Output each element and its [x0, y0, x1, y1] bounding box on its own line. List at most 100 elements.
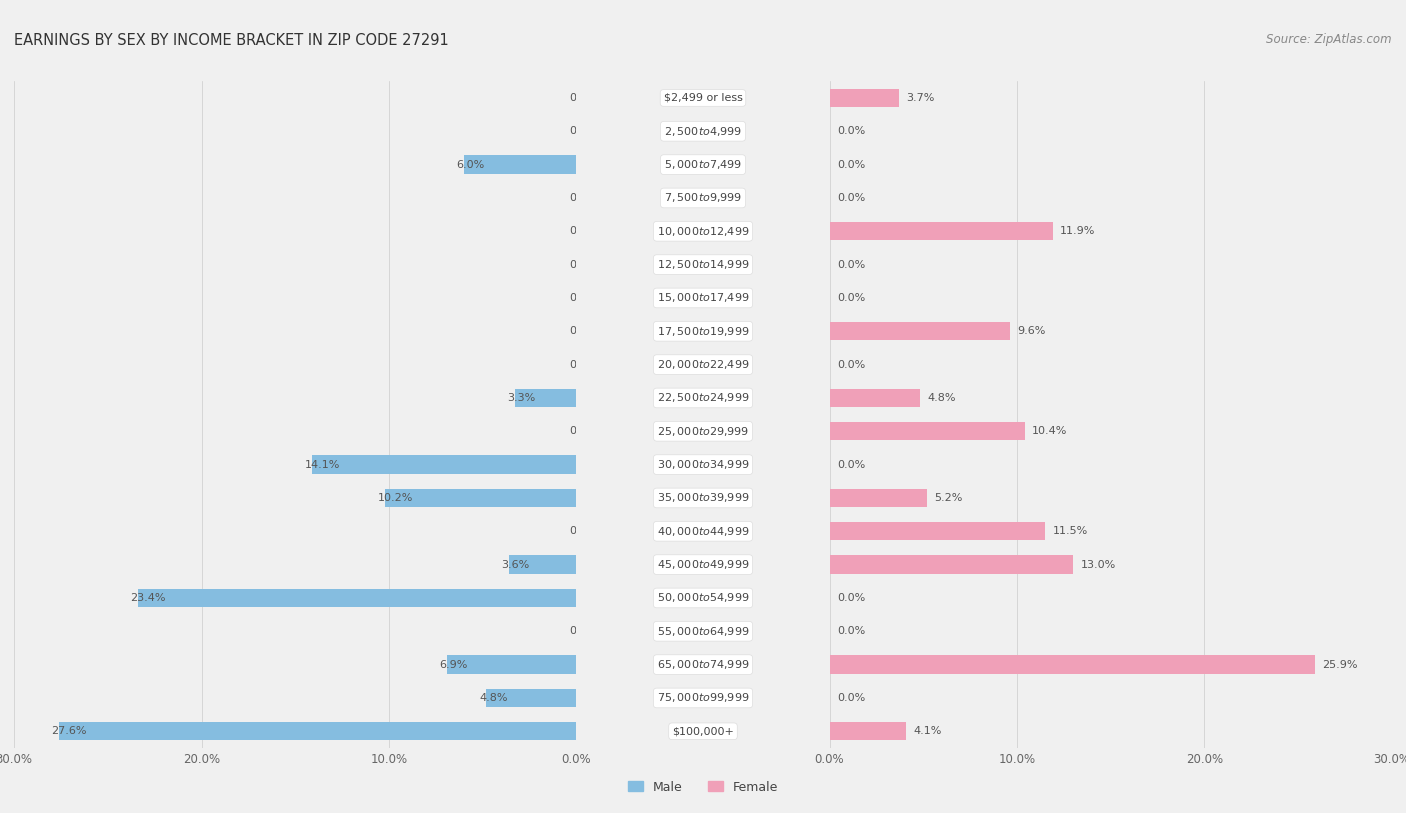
- Bar: [312, 455, 576, 474]
- Bar: [830, 322, 1010, 341]
- Bar: [0, 381, 830, 415]
- Text: $5,000 to $7,499: $5,000 to $7,499: [664, 159, 742, 171]
- Text: 0.0%: 0.0%: [837, 159, 865, 170]
- Bar: [0, 148, 576, 181]
- Bar: [576, 81, 1406, 115]
- Bar: [576, 215, 1406, 248]
- Bar: [576, 515, 1406, 548]
- Text: 0.0%: 0.0%: [837, 359, 865, 370]
- Legend: Male, Female: Male, Female: [623, 776, 783, 798]
- Bar: [0, 448, 830, 481]
- Text: 23.4%: 23.4%: [131, 593, 166, 603]
- Bar: [0, 515, 830, 548]
- Bar: [0, 681, 576, 715]
- Text: 0.0%: 0.0%: [837, 593, 865, 603]
- Bar: [576, 181, 1406, 215]
- Bar: [0, 315, 830, 348]
- Text: 0.0%: 0.0%: [569, 626, 598, 637]
- Text: $30,000 to $34,999: $30,000 to $34,999: [657, 459, 749, 471]
- Text: 27.6%: 27.6%: [52, 726, 87, 737]
- Bar: [0, 381, 576, 415]
- Text: 0.0%: 0.0%: [569, 326, 598, 337]
- Text: 0.0%: 0.0%: [837, 459, 865, 470]
- Text: 25.9%: 25.9%: [1323, 659, 1358, 670]
- Bar: [0, 215, 576, 248]
- Text: 0.0%: 0.0%: [837, 293, 865, 303]
- Bar: [0, 281, 830, 315]
- Text: 0.0%: 0.0%: [837, 626, 865, 637]
- Text: 3.6%: 3.6%: [502, 559, 530, 570]
- Bar: [0, 115, 576, 148]
- Bar: [0, 648, 576, 681]
- Text: 0.0%: 0.0%: [837, 126, 865, 137]
- Bar: [576, 115, 1406, 148]
- Bar: [576, 548, 1406, 581]
- Text: 11.9%: 11.9%: [1060, 226, 1095, 237]
- Bar: [0, 248, 576, 281]
- Bar: [830, 422, 1025, 441]
- Text: 9.6%: 9.6%: [1017, 326, 1046, 337]
- Bar: [576, 281, 1406, 315]
- Bar: [830, 555, 1073, 574]
- Text: $45,000 to $49,999: $45,000 to $49,999: [657, 559, 749, 571]
- Bar: [0, 715, 830, 748]
- Bar: [0, 248, 830, 281]
- Bar: [0, 81, 830, 115]
- Bar: [830, 522, 1045, 541]
- Bar: [576, 715, 1406, 748]
- Bar: [0, 81, 576, 115]
- Bar: [830, 722, 907, 741]
- Text: 0.0%: 0.0%: [837, 193, 865, 203]
- Text: 3.3%: 3.3%: [508, 393, 536, 403]
- Bar: [0, 315, 576, 348]
- Bar: [576, 681, 1406, 715]
- Bar: [0, 348, 830, 381]
- Bar: [0, 615, 830, 648]
- Text: $20,000 to $22,499: $20,000 to $22,499: [657, 359, 749, 371]
- Text: 11.5%: 11.5%: [1053, 526, 1088, 537]
- Text: 4.1%: 4.1%: [914, 726, 942, 737]
- Text: $55,000 to $64,999: $55,000 to $64,999: [657, 625, 749, 637]
- Text: $50,000 to $54,999: $50,000 to $54,999: [657, 592, 749, 604]
- Bar: [576, 415, 1406, 448]
- Text: EARNINGS BY SEX BY INCOME BRACKET IN ZIP CODE 27291: EARNINGS BY SEX BY INCOME BRACKET IN ZIP…: [14, 33, 449, 47]
- Text: $35,000 to $39,999: $35,000 to $39,999: [657, 492, 749, 504]
- Text: $25,000 to $29,999: $25,000 to $29,999: [657, 425, 749, 437]
- Text: 0.0%: 0.0%: [569, 193, 598, 203]
- Text: 0.0%: 0.0%: [569, 293, 598, 303]
- Bar: [576, 148, 1406, 181]
- Bar: [0, 581, 576, 615]
- Bar: [576, 581, 1406, 615]
- Text: $2,500 to $4,999: $2,500 to $4,999: [664, 125, 742, 137]
- Text: 0.0%: 0.0%: [837, 693, 865, 703]
- Text: $2,499 or less: $2,499 or less: [664, 93, 742, 103]
- Text: 10.4%: 10.4%: [1032, 426, 1067, 437]
- Bar: [0, 181, 830, 215]
- Text: $17,500 to $19,999: $17,500 to $19,999: [657, 325, 749, 337]
- Text: 13.0%: 13.0%: [1081, 559, 1116, 570]
- Bar: [0, 148, 830, 181]
- Text: $100,000+: $100,000+: [672, 726, 734, 737]
- Text: $10,000 to $12,499: $10,000 to $12,499: [657, 225, 749, 237]
- Text: 0.0%: 0.0%: [837, 259, 865, 270]
- Text: $22,500 to $24,999: $22,500 to $24,999: [657, 392, 749, 404]
- Bar: [576, 315, 1406, 348]
- Bar: [0, 615, 576, 648]
- Bar: [464, 155, 576, 174]
- Bar: [576, 248, 1406, 281]
- Bar: [486, 689, 576, 707]
- Text: 4.8%: 4.8%: [479, 693, 508, 703]
- Bar: [830, 222, 1053, 241]
- Text: Source: ZipAtlas.com: Source: ZipAtlas.com: [1267, 33, 1392, 46]
- Text: 0.0%: 0.0%: [569, 126, 598, 137]
- Bar: [0, 548, 576, 581]
- Text: 4.8%: 4.8%: [927, 393, 956, 403]
- Bar: [59, 722, 576, 741]
- Bar: [576, 615, 1406, 648]
- Text: 5.2%: 5.2%: [935, 493, 963, 503]
- Text: $75,000 to $99,999: $75,000 to $99,999: [657, 692, 749, 704]
- Bar: [830, 389, 920, 407]
- Bar: [0, 515, 576, 548]
- Bar: [515, 389, 576, 407]
- Text: 3.7%: 3.7%: [907, 93, 935, 103]
